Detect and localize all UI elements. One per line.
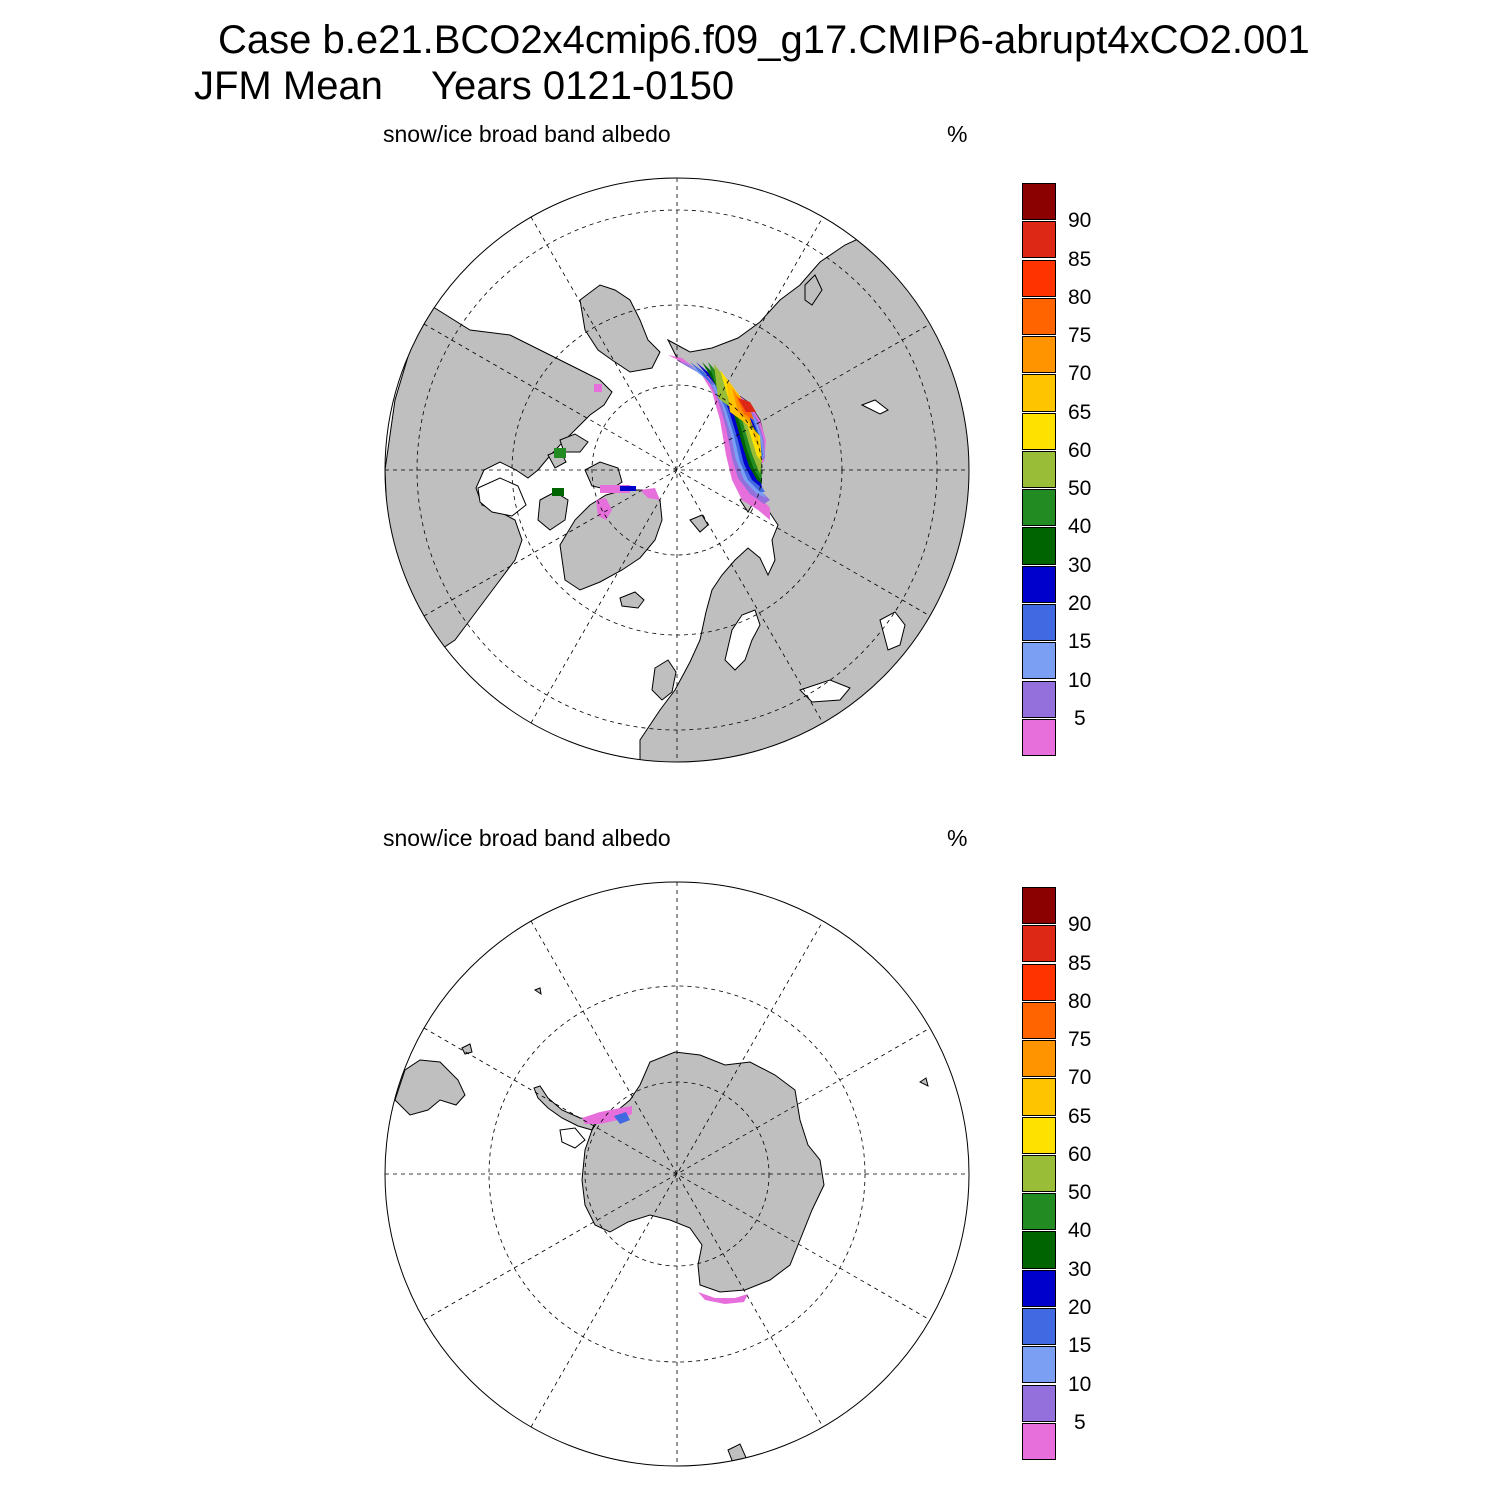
colorbar-swatch [1022, 1384, 1056, 1422]
north-map-border [384, 177, 970, 763]
colorbar-tick-label: 10 [1068, 668, 1092, 692]
japan [804, 274, 823, 306]
colorbar-swatch [1022, 963, 1056, 1001]
period-title: JFM Mean Years 0121-0150 [194, 64, 734, 109]
black-sea [799, 679, 851, 703]
hudson-bay [477, 477, 527, 517]
antarctica [581, 1051, 825, 1293]
colorbar-tick-label: 30 [1068, 1257, 1092, 1281]
colorbar-swatch [1022, 925, 1056, 963]
colorbar-tick-label: 80 [1068, 285, 1092, 309]
north-panel-units: % [947, 121, 968, 147]
north-land [385, 237, 969, 762]
colorbar-swatch [1022, 1078, 1056, 1116]
colorbar-swatch [1022, 1001, 1056, 1039]
colorbar-tick-label: 60 [1068, 438, 1092, 462]
colorbar-tick-label: 20 [1068, 1295, 1092, 1319]
colorbar-swatch [1022, 887, 1056, 925]
colorbar-swatch [1022, 1154, 1056, 1193]
colorbar-tick-label: 20 [1068, 591, 1092, 615]
colorbar-tick-label: 50 [1068, 1181, 1092, 1205]
case-title: Case b.e21.BCO2x4cmip6.f09_g17.CMIP6-abr… [218, 18, 1310, 62]
colorbar-swatch [1022, 1346, 1056, 1384]
colorbar-swatch [1022, 489, 1056, 527]
colorbar-swatch [1022, 718, 1056, 756]
colorbar-swatch [1022, 1116, 1056, 1154]
colorbar-tick-label: 15 [1068, 1334, 1092, 1358]
colorbar-swatch [1022, 221, 1056, 259]
colorbar-tick-label: 10 [1068, 1372, 1092, 1396]
north-polar-map [384, 177, 970, 763]
iceland [619, 591, 645, 609]
sub-antarctic-island [533, 987, 542, 996]
south-panel-title: snow/ice broad band albedo [383, 825, 671, 851]
colorbar-swatch [1022, 374, 1056, 412]
colorbar-swatch [1022, 1422, 1056, 1460]
colorbar-tick-label: 30 [1068, 553, 1092, 577]
colorbar-tick-label: 70 [1068, 362, 1092, 386]
colorbar-swatch [1022, 450, 1056, 489]
colorbar-swatch [1022, 1040, 1056, 1078]
colorbar-swatch [1022, 527, 1056, 565]
svalbard [689, 514, 709, 533]
colorbar-swatch [1022, 603, 1056, 642]
south-polar-map [384, 881, 970, 1467]
south-georgia [919, 1077, 929, 1087]
colorbar-tick-label: 5 [1074, 706, 1086, 730]
weddell-sea [559, 1127, 586, 1149]
colorbar-swatch [1022, 1307, 1056, 1346]
caspian-sea [879, 611, 906, 651]
colorbar-swatch [1022, 259, 1056, 297]
falkland-islands [461, 1043, 473, 1055]
colorbar-tick-label: 70 [1068, 1066, 1092, 1090]
north-panel-title: snow/ice broad band albedo [383, 121, 671, 147]
south-albedo-field [582, 1106, 748, 1304]
colorbar-swatch [1022, 297, 1056, 335]
south-map-border [384, 881, 970, 1467]
lake-baikal [860, 399, 889, 415]
colorbar-tick-label: 5 [1074, 1410, 1086, 1434]
colorbar-swatch [1022, 336, 1056, 374]
colorbar-tick-label: 80 [1068, 989, 1092, 1013]
years-label: Years 0121-0150 [430, 64, 735, 108]
colorbar-tick-label: 90 [1068, 209, 1092, 233]
colorbar-tick-label: 75 [1068, 1028, 1092, 1052]
season-label: JFM Mean [194, 64, 383, 108]
colorbar-tick-label: 60 [1068, 1142, 1092, 1166]
south-panel-units: % [947, 825, 968, 851]
colorbar-tick-label: 85 [1068, 247, 1092, 271]
south-land [394, 987, 929, 1466]
colorbar-swatch [1022, 183, 1056, 221]
colorbar-swatch [1022, 565, 1056, 603]
colorbar-tick-label: 90 [1068, 913, 1092, 937]
ellesmere-island [584, 461, 623, 491]
south-graticule [385, 882, 969, 1466]
colorbar-tick-label: 65 [1068, 400, 1092, 424]
colorbar-tick-label: 75 [1068, 324, 1092, 348]
colorbar-swatch [1022, 1231, 1056, 1269]
colorbar-tick-label: 40 [1068, 1219, 1092, 1243]
colorbar-swatch [1022, 680, 1056, 718]
british-isles [651, 659, 677, 701]
colorbar-swatch [1022, 1193, 1056, 1231]
south-america-tip [394, 1059, 466, 1116]
colorbar-tick-label: 65 [1068, 1104, 1092, 1128]
greenland [559, 489, 663, 591]
north-albedo-field [552, 355, 770, 520]
colorbar-tick-label: 50 [1068, 477, 1092, 501]
colorbar-tick-label: 85 [1068, 951, 1092, 975]
colorbar-swatch [1022, 412, 1056, 450]
colorbar-swatch [1022, 642, 1056, 680]
colorbar-tick-label: 40 [1068, 515, 1092, 539]
colorbar-tick-label: 15 [1068, 630, 1092, 654]
alaska [579, 284, 661, 373]
baltic-sea [724, 609, 761, 671]
north-graticule [385, 178, 969, 762]
colorbar-swatch [1022, 1269, 1056, 1307]
